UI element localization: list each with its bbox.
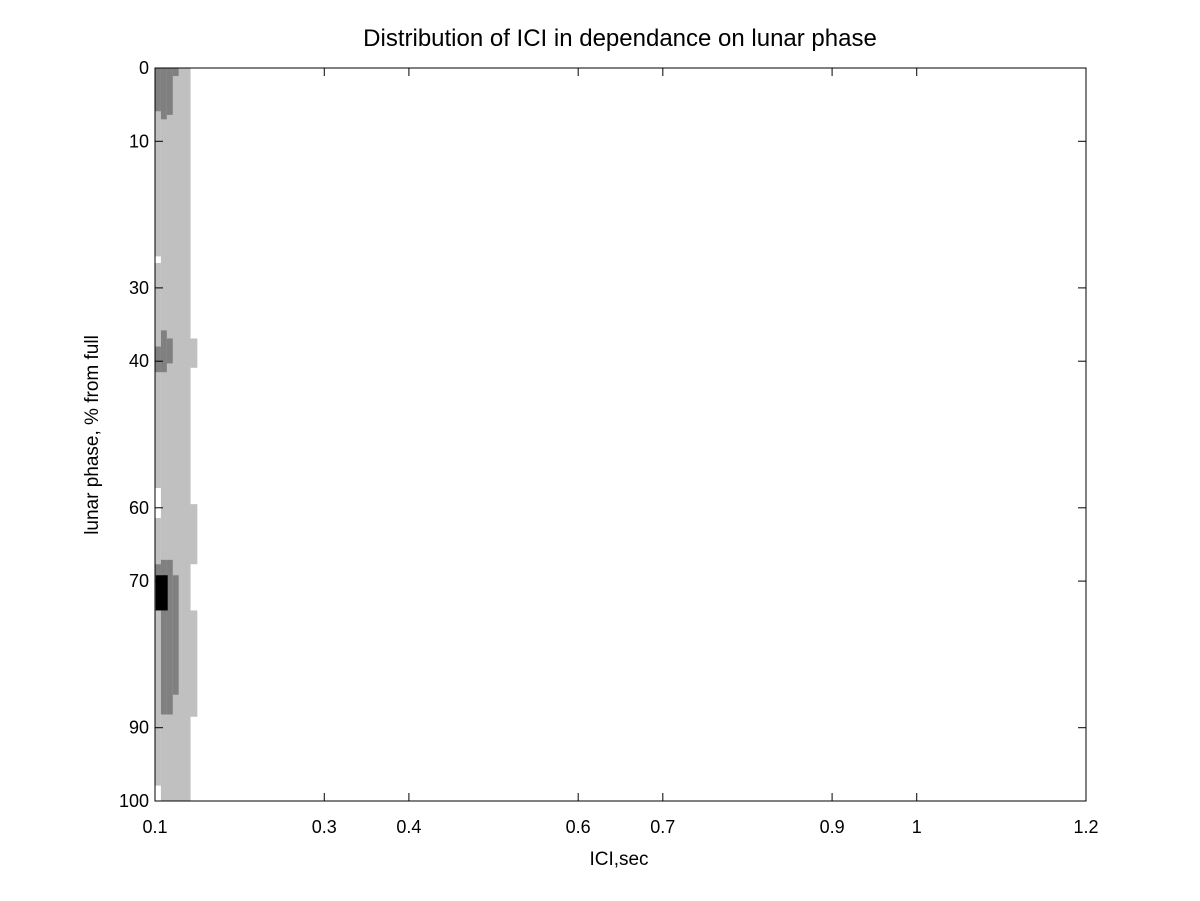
- heatmap-cells: [155, 68, 198, 801]
- heatmap-cell: [190, 610, 198, 717]
- tick-label: 0.3: [312, 817, 337, 837]
- tick-label: 0.6: [566, 817, 591, 837]
- heatmap-cell: [166, 68, 173, 115]
- tick-label: 1: [912, 817, 922, 837]
- tick-label: 0: [139, 58, 149, 78]
- heatmap-cell: [160, 68, 167, 120]
- heatmap-cell: [155, 575, 168, 611]
- heatmap-cell: [190, 338, 198, 368]
- heatmap-cell: [172, 575, 179, 695]
- y-axis-ticks: 0 10 30 40 60 70 90 100: [119, 58, 1086, 811]
- plot-area-frame: [154, 67, 1087, 802]
- tick-label: 70: [129, 571, 149, 591]
- y-axis-label: lunar phase, % from full: [82, 335, 103, 535]
- heatmap-cell: [172, 68, 179, 77]
- tick-label: 0.7: [650, 817, 675, 837]
- tick-label: 0.4: [396, 817, 421, 837]
- chart-title: Distribution of ICI in dependance on lun…: [363, 25, 877, 52]
- heatmap-cell: [166, 559, 173, 715]
- heatmap-cell: [155, 262, 161, 489]
- tick-label: 0.1: [142, 817, 167, 837]
- tick-label: 1.2: [1073, 817, 1098, 837]
- heatmap-cell: [155, 68, 161, 257]
- x-axis-ticks: 0.1 0.3 0.4 0.6 0.7 0.9 1 1.2: [142, 68, 1099, 837]
- tick-label: 90: [129, 718, 149, 738]
- heatmap-cell: [155, 346, 161, 373]
- x-axis-label: ICI,sec: [589, 849, 648, 870]
- tick-label: 100: [119, 791, 149, 811]
- tick-label: 60: [129, 498, 149, 518]
- tick-label: 30: [129, 278, 149, 298]
- heatmap-cell: [166, 338, 173, 364]
- heatmap-cell: [160, 330, 167, 373]
- heatmap-cell: [190, 504, 198, 565]
- tick-label: 10: [129, 131, 149, 151]
- heatmap-cell: [160, 559, 167, 715]
- heatmap-cell: [155, 68, 161, 112]
- tick-label: 40: [129, 351, 149, 371]
- heatmap-cell: [155, 518, 161, 786]
- tick-label: 0.9: [820, 817, 845, 837]
